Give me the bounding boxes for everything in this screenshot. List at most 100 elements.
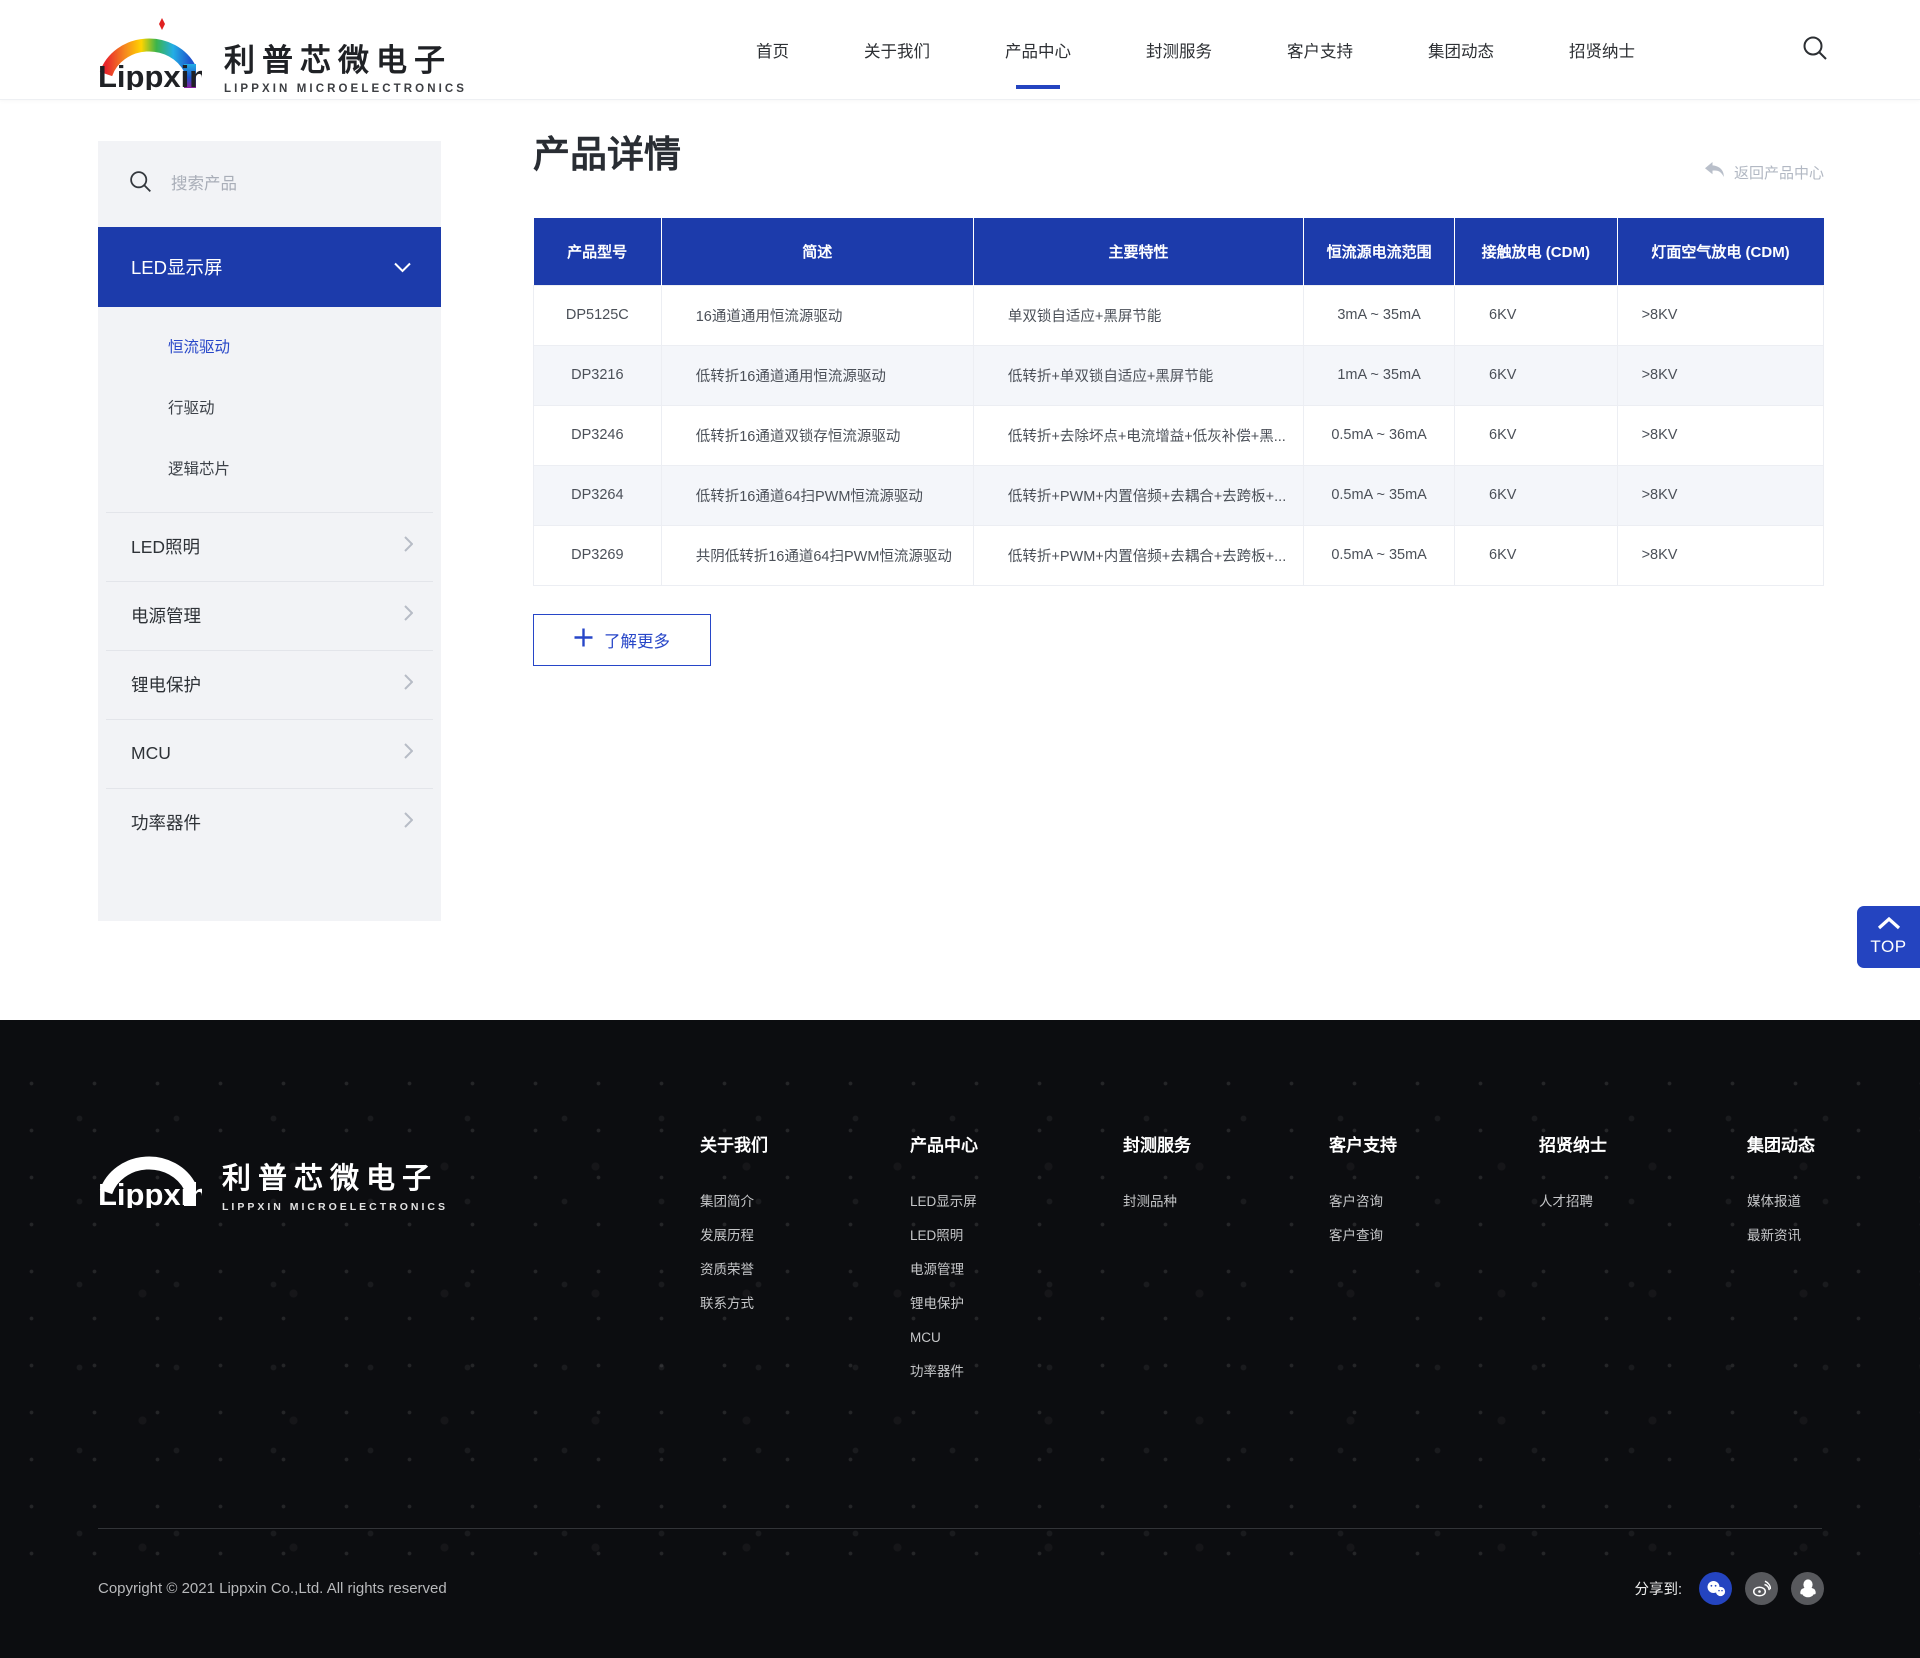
cell-model: DP3269 — [533, 524, 662, 586]
search-icon — [1801, 34, 1829, 67]
cell-model: DP3246 — [533, 404, 662, 466]
back-to-products-link[interactable]: 返回产品中心 — [1704, 161, 1824, 183]
cell-summary: 共阴低转折16通道64扫PWM恒流源驱动 — [660, 524, 974, 586]
footer-link[interactable]: 媒体报道 — [1747, 1194, 1801, 1209]
header-search-button[interactable] — [1798, 33, 1832, 67]
wechat-icon[interactable] — [1699, 1572, 1732, 1605]
main-content: 产品详情 返回产品中心 产品型号 简述 主要特性 恒流源电流范围 接触放电 (C… — [533, 133, 1825, 666]
nav-item-home[interactable]: 首页 — [756, 38, 789, 62]
table-row[interactable]: DP3246 低转折16通道双锁存恒流源驱动 低转折+去除坏点+电流增益+低灰补… — [533, 404, 1825, 466]
sidebar-group-battery-protection[interactable]: 锂电保护 — [98, 650, 441, 719]
chevron-right-icon — [404, 674, 414, 695]
back-to-top-button[interactable]: TOP — [1857, 906, 1920, 968]
search-input[interactable] — [171, 174, 411, 194]
cell-contact-discharge: 6KV — [1454, 344, 1618, 406]
top-header: Lippxin 利普芯微电子 LIPPXIN MICROELECTRONICS … — [0, 0, 1920, 100]
sidebar-item-constant-current-driver[interactable]: 恒流驱动 — [168, 339, 231, 356]
nav-label: 首页 — [756, 43, 789, 61]
footer-link[interactable]: 电源管理 — [910, 1262, 964, 1277]
footer-link[interactable]: 联系方式 — [700, 1296, 754, 1311]
group-label: LED照明 — [131, 537, 201, 557]
chevron-right-icon — [404, 812, 414, 833]
nav-item-news[interactable]: 集团动态 — [1428, 38, 1494, 62]
nav-item-products[interactable]: 产品中心 — [1005, 38, 1071, 89]
footer-link[interactable]: 最新资讯 — [1747, 1228, 1801, 1243]
footer-link[interactable]: 封测品种 — [1123, 1194, 1177, 1209]
nav-item-about[interactable]: 关于我们 — [864, 38, 930, 62]
load-more-button[interactable]: 了解更多 — [533, 613, 711, 666]
cell-contact-discharge: 6KV — [1454, 404, 1618, 466]
sidebar-group-mcu[interactable]: MCU — [98, 719, 441, 788]
table-row[interactable]: DP5125C 16通道通用恒流源驱动 单双锁自适应+黑屏节能 3mA ~ 35… — [533, 284, 1825, 346]
footer-link[interactable]: LED照明 — [910, 1228, 964, 1243]
nav-item-support[interactable]: 客户支持 — [1287, 38, 1353, 62]
chevron-down-icon — [394, 256, 411, 278]
cell-contact-discharge: 6KV — [1454, 524, 1618, 586]
chevron-right-icon — [404, 536, 414, 557]
col-header-features: 主要特性 — [973, 218, 1305, 286]
nav-item-packaging-testing[interactable]: 封测服务 — [1146, 38, 1212, 62]
nav-item-careers[interactable]: 招贤纳士 — [1569, 38, 1635, 62]
cell-current-range: 3mA ~ 35mA — [1303, 284, 1456, 346]
cell-contact-discharge: 6KV — [1454, 464, 1618, 526]
footer-link[interactable]: 资质荣誉 — [700, 1262, 754, 1277]
sidebar-group-led-lighting[interactable]: LED照明 — [98, 512, 441, 581]
chevron-right-icon — [404, 743, 414, 764]
sidebar-search-box — [98, 141, 441, 227]
main-nav: 首页 关于我们 产品中心 封测服务 客户支持 集团动态 — [756, 0, 1635, 100]
sidebar-group-led-display[interactable]: LED显示屏 — [98, 227, 441, 307]
footer-column-news: 集团动态 媒体报道 最新资讯 — [1747, 1131, 1815, 1260]
footer-column-about: 关于我们 集团简介 发展历程 资质荣誉 联系方式 — [700, 1131, 768, 1328]
cell-summary: 低转折16通道通用恒流源驱动 — [660, 344, 974, 406]
sidebar-group-power-devices[interactable]: 功率器件 — [98, 788, 441, 857]
logo-name-en: LIPPXIN MICROELECTRONICS — [224, 83, 468, 95]
cell-air-discharge: >8KV — [1616, 524, 1825, 586]
footer-link[interactable]: 功率器件 — [910, 1364, 964, 1379]
footer-link[interactable]: 锂电保护 — [910, 1296, 964, 1311]
share-bar: 分享到: — [1634, 1572, 1824, 1605]
footer-link[interactable]: 客户查询 — [1329, 1228, 1383, 1243]
footer-column-title: 客户支持 — [1329, 1136, 1397, 1155]
nav-label: 产品中心 — [1005, 43, 1071, 61]
col-header-model: 产品型号 — [533, 218, 662, 286]
sidebar-item-logic-chip[interactable]: 逻辑芯片 — [168, 461, 231, 478]
plus-icon — [574, 628, 593, 652]
cell-contact-discharge: 6KV — [1454, 284, 1618, 346]
col-header-current-range: 恒流源电流范围 — [1303, 218, 1456, 286]
cell-current-range: 0.5mA ~ 36mA — [1303, 404, 1456, 466]
logo-mark: Lippxin — [98, 1130, 208, 1213]
weibo-icon[interactable] — [1745, 1572, 1778, 1605]
share-label: 分享到: — [1634, 1582, 1682, 1598]
col-header-air-discharge: 灯面空气放电 (CDM) — [1617, 218, 1824, 286]
cell-current-range: 1mA ~ 35mA — [1303, 344, 1456, 406]
footer-link[interactable]: 集团简介 — [700, 1194, 754, 1209]
footer-column-packaging-testing: 封测服务 封测品种 — [1123, 1131, 1191, 1226]
group-label: 电源管理 — [131, 606, 201, 626]
nav-label: 封测服务 — [1146, 43, 1212, 61]
footer-link[interactable]: MCU — [910, 1330, 941, 1345]
cell-model: DP3264 — [533, 464, 662, 526]
sidebar-item-row-driver[interactable]: 行驱动 — [168, 400, 215, 417]
cell-features: 低转折+PWM+内置倍频+去耦合+去跨板+... — [972, 464, 1305, 526]
cell-current-range: 0.5mA ~ 35mA — [1303, 524, 1456, 586]
footer-link[interactable]: 发展历程 — [700, 1228, 754, 1243]
footer-column-title: 产品中心 — [910, 1136, 978, 1155]
footer-column-products: 产品中心 LED显示屏 LED照明 电源管理 锂电保护 MCU 功率器件 — [910, 1131, 978, 1396]
footer-link[interactable]: LED显示屏 — [910, 1194, 977, 1209]
qq-icon[interactable] — [1791, 1572, 1824, 1605]
footer-column-title: 集团动态 — [1747, 1136, 1815, 1155]
page-title: 产品详情 — [533, 134, 681, 175]
footer-column-title: 封测服务 — [1123, 1136, 1191, 1155]
table-row[interactable]: DP3269 共阴低转折16通道64扫PWM恒流源驱动 低转折+PWM+内置倍频… — [533, 524, 1825, 586]
group-label: 锂电保护 — [131, 675, 201, 695]
company-logo[interactable]: Lippxin 利普芯微电子 LIPPXIN MICROELECTRONICS — [98, 12, 467, 95]
table-row[interactable]: DP3264 低转折16通道64扫PWM恒流源驱动 低转折+PWM+内置倍频+去… — [533, 464, 1825, 526]
footer-link[interactable]: 人才招聘 — [1539, 1194, 1593, 1209]
sidebar-subcategory-list: 恒流驱动 行驱动 逻辑芯片 — [98, 307, 441, 512]
logo-name-cn: 利普芯微电子 — [224, 43, 452, 78]
footer-link[interactable]: 客户咨询 — [1329, 1194, 1383, 1209]
cell-summary: 16通道通用恒流源驱动 — [660, 284, 974, 346]
table-row[interactable]: DP3216 低转折16通道通用恒流源驱动 低转折+单双锁自适应+黑屏节能 1m… — [533, 344, 1825, 406]
sidebar-group-power-management[interactable]: 电源管理 — [98, 581, 441, 650]
